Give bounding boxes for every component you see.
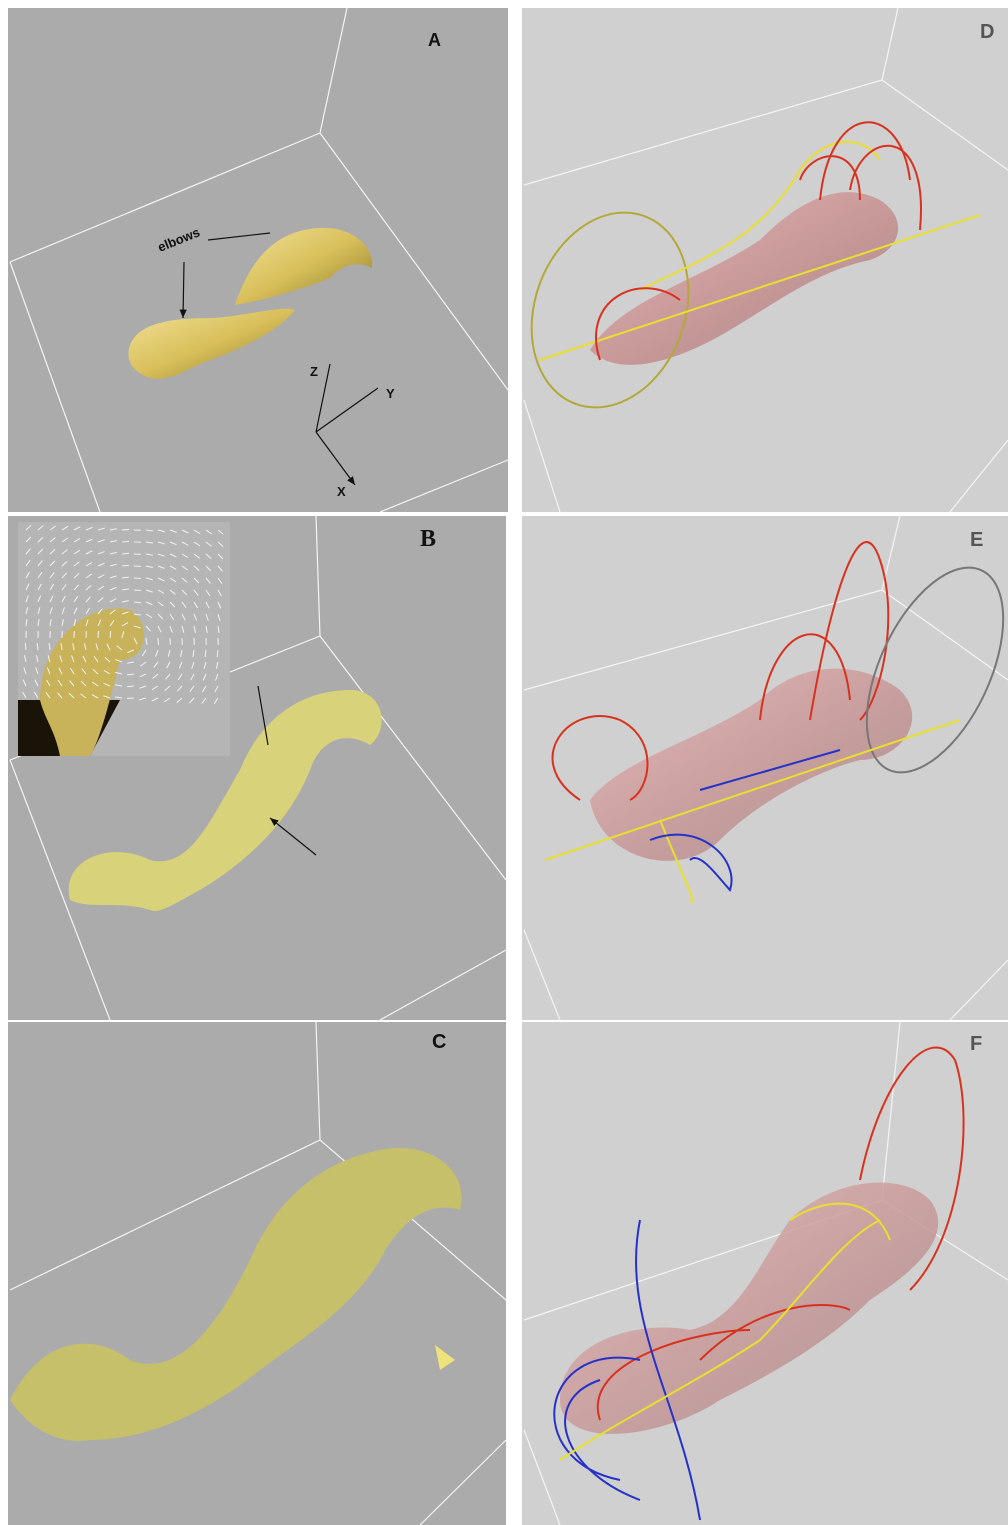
panel-e: E bbox=[522, 516, 1008, 1020]
panel-c: C bbox=[8, 1022, 506, 1525]
vector bbox=[122, 529, 129, 530]
panel-label: B bbox=[420, 526, 436, 552]
panel-b: B bbox=[8, 516, 506, 1020]
vector bbox=[127, 686, 134, 687]
axis-label: X bbox=[337, 484, 346, 499]
vector bbox=[122, 553, 129, 554]
axis-label: Y bbox=[386, 386, 395, 401]
figure: elbows Z Y X A B C D bbox=[0, 0, 1008, 1525]
vector bbox=[110, 631, 111, 638]
page: elbows Z Y X A B C D bbox=[0, 0, 1008, 1525]
vector bbox=[122, 541, 129, 542]
panel-label: C bbox=[432, 1031, 446, 1053]
axis-label: Z bbox=[310, 364, 318, 379]
panel-label: A bbox=[428, 30, 441, 50]
panel-a: elbows Z Y X A bbox=[8, 8, 508, 512]
vector bbox=[134, 590, 141, 591]
panel-label: E bbox=[970, 529, 983, 551]
panel-d: D bbox=[505, 8, 1008, 512]
panel-label: D bbox=[980, 21, 994, 43]
vector bbox=[25, 643, 26, 650]
panel-label: F bbox=[970, 1033, 982, 1055]
panel-f: F bbox=[522, 1022, 1008, 1525]
